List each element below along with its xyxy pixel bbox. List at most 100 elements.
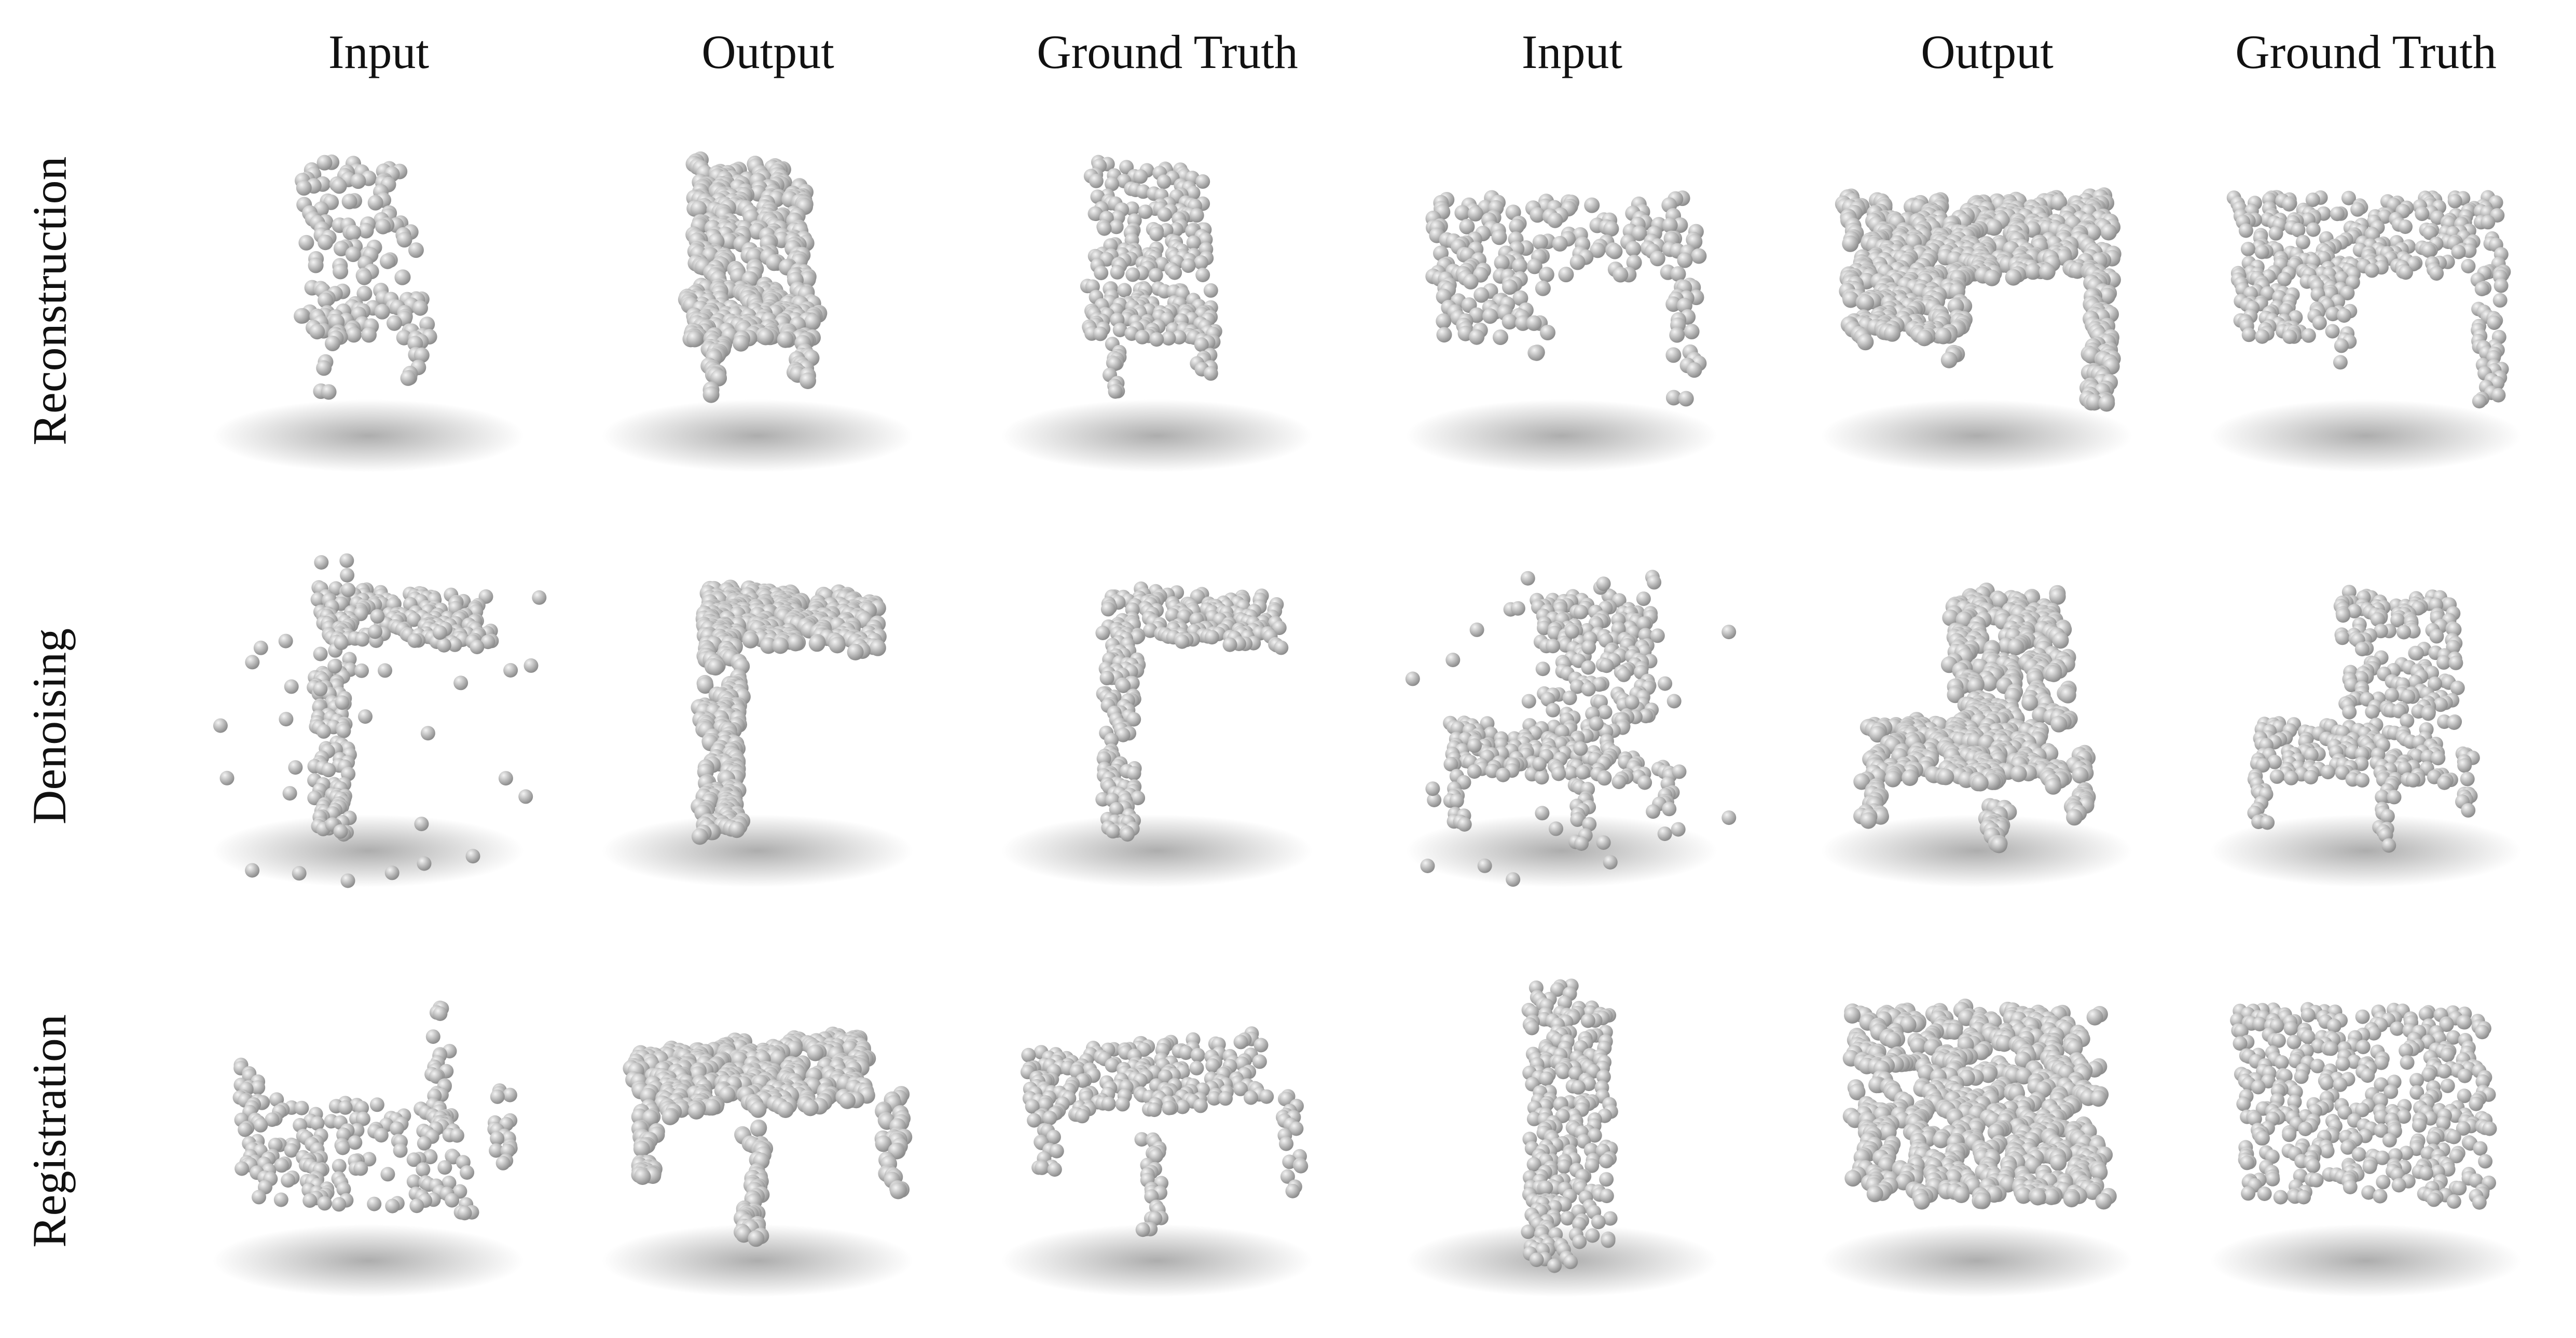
noise-point [417, 856, 432, 871]
point-cloud-points [623, 1026, 913, 1247]
noise-point [279, 712, 294, 727]
noise-point [1427, 793, 1442, 807]
point-cloud-render [602, 151, 913, 472]
row-label-denoising: Denoising [23, 628, 76, 825]
point-cloud-cell-r3-c5 [1785, 929, 2189, 1333]
noise-point [219, 770, 235, 785]
noise-point [1581, 640, 1596, 655]
column-header-ground-truth-1: Ground Truth [1037, 25, 1298, 78]
point-cloud-cell-r2-c5 [1785, 519, 2189, 923]
point-cloud-points [232, 1000, 518, 1221]
point-cloud-points [1521, 978, 1618, 1273]
noise-point [1425, 781, 1440, 796]
point-cloud-points [1853, 582, 2096, 853]
noise-point [1469, 622, 1484, 637]
ground-shadow [213, 815, 524, 887]
noise-point [465, 849, 480, 864]
point-cloud-cell-r1-c2 [566, 104, 970, 508]
column-header-ground-truth-2: Ground Truth [2235, 25, 2497, 78]
noise-point [1589, 716, 1604, 731]
noise-point [432, 625, 447, 640]
point-cloud-render [1821, 582, 2132, 887]
point-cloud-points [1020, 1026, 1308, 1237]
column-header-output-2: Output [1921, 25, 2054, 78]
ground-shadow [1821, 815, 2132, 887]
column-header-input-2: Input [1521, 25, 1623, 78]
noise-point [1549, 821, 1563, 836]
noise-point [532, 590, 547, 605]
point-cloud-cell-r2-c4 [1370, 519, 1774, 923]
noise-point [1671, 822, 1686, 837]
point-cloud-points [294, 154, 437, 400]
noise-point [1445, 653, 1461, 667]
noise-point [498, 771, 513, 786]
noise-point [213, 718, 228, 733]
noise-point [1506, 872, 1521, 887]
ground-shadow [213, 1224, 524, 1297]
noise-point [327, 659, 342, 674]
noise-point [340, 873, 355, 888]
noise-point [1573, 741, 1588, 756]
point-cloud-render [1821, 187, 2132, 472]
point-cloud-cell-r1-c3 [965, 104, 1370, 508]
point-cloud-render [213, 553, 547, 888]
noise-point [1405, 671, 1420, 686]
noise-point [518, 789, 533, 804]
noise-point [1721, 625, 1737, 640]
point-cloud-render [1001, 1026, 1313, 1297]
noise-point [284, 679, 299, 694]
ground-shadow [213, 399, 524, 472]
ground-shadow [1821, 399, 2132, 472]
point-cloud-cell-r2-c1 [176, 519, 581, 923]
noise-point [313, 682, 328, 697]
point-cloud-render [1821, 998, 2132, 1297]
noise-point [378, 663, 392, 678]
noise-point [333, 824, 348, 839]
point-cloud-render [213, 154, 524, 472]
noise-point [1532, 756, 1547, 771]
noise-point [1666, 694, 1682, 709]
noise-point [339, 553, 354, 568]
noise-point [282, 786, 297, 801]
noise-point [335, 695, 350, 710]
noise-point [1658, 676, 1673, 691]
noise-point [370, 609, 385, 624]
noise-point [341, 583, 356, 598]
ground-shadow [1821, 1224, 2132, 1297]
ground-shadow [2210, 1224, 2522, 1297]
point-cloud-points [1425, 190, 1707, 407]
point-cloud-render [602, 580, 913, 887]
point-cloud-cell-r1-c4 [1370, 104, 1774, 508]
noise-point [414, 817, 429, 832]
point-cloud-points [2226, 190, 2511, 409]
noise-point [1535, 806, 1550, 821]
point-cloud-cell-r3-c4 [1370, 929, 1774, 1333]
noise-point [292, 866, 307, 881]
noise-point [1657, 826, 1672, 842]
noise-point [368, 624, 382, 639]
point-cloud-cell-r2-c3 [965, 519, 1370, 923]
point-cloud-points [1842, 998, 2117, 1210]
noise-point [384, 865, 400, 880]
point-cloud-points [1405, 570, 1737, 887]
point-cloud-cell-r3-c1 [176, 929, 581, 1333]
noise-point [314, 555, 329, 570]
noise-point [453, 675, 469, 691]
noise-point [358, 709, 373, 724]
point-cloud-render [2210, 585, 2522, 887]
noise-point [1603, 855, 1618, 870]
point-cloud-render [1406, 190, 1717, 472]
ground-shadow [1001, 1224, 1313, 1297]
column-header-output-1: Output [701, 25, 834, 78]
noise-point [503, 663, 518, 678]
point-cloud-cell-r1-c5 [1785, 104, 2189, 508]
point-cloud-cell-r3-c2 [566, 929, 970, 1333]
noise-point [1624, 695, 1640, 710]
ground-shadow [602, 399, 913, 472]
noise-point [1477, 858, 1492, 873]
noise-point [1596, 576, 1611, 591]
point-cloud-render [1001, 581, 1313, 887]
noise-point [524, 658, 539, 673]
noise-point [288, 760, 303, 775]
